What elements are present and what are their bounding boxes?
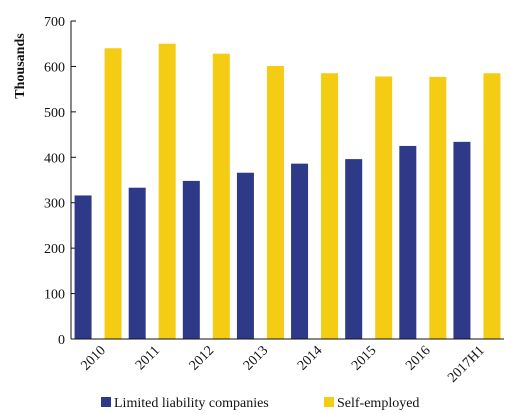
legend-self-employed-swatch xyxy=(324,397,334,407)
x-tick-label: 2016 xyxy=(403,343,433,373)
bar-limited-liability xyxy=(236,172,254,339)
x-tick-label: 2017H1 xyxy=(445,343,488,386)
x-axis: 2010 2011 2012 2013 2014 2015 2016 2017H1 xyxy=(78,343,487,386)
bar-self-employed xyxy=(321,73,339,339)
bar-limited-liability xyxy=(291,163,309,339)
y-tick-label: 200 xyxy=(44,242,65,257)
bar-limited-liability xyxy=(399,145,417,339)
y-axis: 0 100 200 300 400 500 600 700 xyxy=(44,15,76,348)
legend-limited-liability-swatch xyxy=(101,397,111,407)
legend: Limited liability companies Self-employed xyxy=(101,396,419,411)
bar-self-employed xyxy=(104,48,122,339)
x-tick-label: 2011 xyxy=(133,343,163,373)
bar-self-employed xyxy=(266,65,284,339)
x-tick-label: 2013 xyxy=(241,343,271,373)
bar-self-employed xyxy=(483,73,501,339)
y-axis-title: Thousands xyxy=(13,33,28,99)
bar-limited-liability xyxy=(128,187,146,339)
bar-self-employed xyxy=(375,76,393,340)
x-tick-label: 2014 xyxy=(295,343,325,373)
bar-limited-liability xyxy=(453,141,471,339)
x-tick-label: 2012 xyxy=(187,343,217,373)
axis-lines xyxy=(70,21,504,340)
legend-limited-liability-label: Limited liability companies xyxy=(114,396,269,411)
y-tick-label: 600 xyxy=(44,60,65,75)
legend-self-employed-label: Self-employed xyxy=(337,396,419,411)
y-tick-label: 0 xyxy=(58,333,65,348)
y-tick-label: 700 xyxy=(44,15,65,30)
x-tick-label: 2010 xyxy=(78,343,108,373)
y-tick-label: 100 xyxy=(44,288,65,303)
bar-self-employed xyxy=(158,43,176,339)
bars xyxy=(74,43,501,340)
y-tick-label: 400 xyxy=(44,151,65,166)
y-tick-label: 300 xyxy=(44,197,65,212)
bar-limited-liability xyxy=(74,195,92,339)
bar-self-employed xyxy=(429,76,447,340)
y-tick-label: 500 xyxy=(44,106,65,121)
bar-limited-liability xyxy=(182,180,200,339)
bar-limited-liability xyxy=(345,159,363,339)
bar-self-employed xyxy=(212,53,230,340)
x-tick-label: 2015 xyxy=(349,343,379,373)
